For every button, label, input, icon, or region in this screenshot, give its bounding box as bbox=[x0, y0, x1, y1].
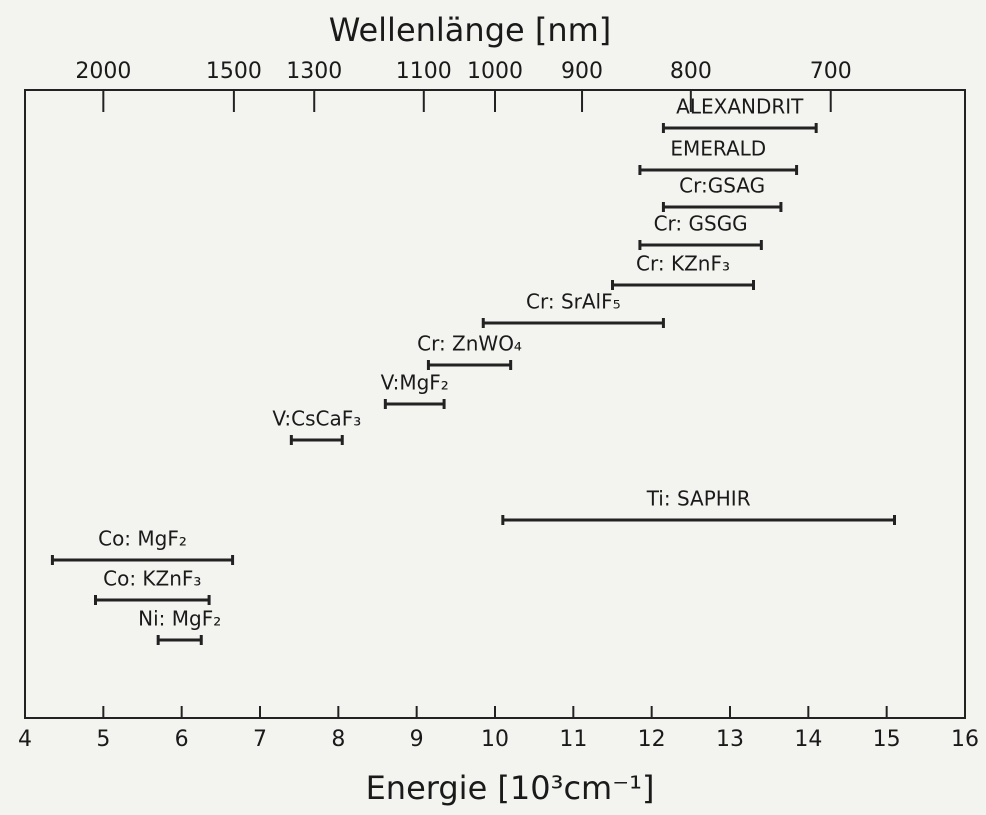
range-bar bbox=[638, 240, 763, 250]
x2-tick-label: 1300 bbox=[286, 59, 342, 84]
x2-tick-label: 1500 bbox=[206, 59, 262, 84]
x2-tick-label: 800 bbox=[670, 59, 712, 84]
range-bar bbox=[289, 435, 344, 445]
bar-label: Ni: MgF₂ bbox=[138, 607, 221, 631]
x2-tick-label: 1100 bbox=[396, 59, 452, 84]
range-bar bbox=[661, 123, 818, 133]
bar-label: V:CsCaF₃ bbox=[272, 407, 361, 431]
bar-label: ALEXANDRIT bbox=[676, 95, 804, 119]
x-tick-label: 16 bbox=[951, 727, 979, 752]
x-tick-label: 7 bbox=[253, 727, 267, 752]
bar-label: Ti: SAPHIR bbox=[646, 487, 751, 511]
bar-label: Co: MgF₂ bbox=[98, 527, 187, 551]
bar-label: Cr: SrAlF₅ bbox=[526, 290, 621, 314]
x-tick-label: 10 bbox=[481, 727, 509, 752]
range-bar bbox=[661, 202, 783, 212]
x2-tick-label: 1000 bbox=[467, 59, 523, 84]
bar-label: Cr:GSAG bbox=[679, 174, 765, 198]
x-tick-label: 5 bbox=[96, 727, 110, 752]
range-bar bbox=[94, 595, 211, 605]
range-bar bbox=[426, 360, 513, 370]
x-tick-label: 8 bbox=[331, 727, 345, 752]
bottom-axis-title: Energie [10³cm⁻¹] bbox=[366, 769, 655, 807]
x2-tick-label: 900 bbox=[561, 59, 603, 84]
x-tick-label: 4 bbox=[18, 727, 32, 752]
range-bar bbox=[638, 165, 799, 175]
range-bar bbox=[50, 555, 235, 565]
x-tick-label: 9 bbox=[410, 727, 424, 752]
range-bar bbox=[383, 399, 446, 409]
range-bar bbox=[501, 515, 896, 525]
x-tick-label: 11 bbox=[559, 727, 587, 752]
x-tick-label: 14 bbox=[794, 727, 822, 752]
x-tick-label: 13 bbox=[716, 727, 744, 752]
range-bar bbox=[481, 318, 665, 328]
bar-label: Cr: KZnF₃ bbox=[636, 252, 730, 276]
range-bar bbox=[156, 635, 203, 645]
x2-tick-label: 700 bbox=[810, 59, 852, 84]
top-axis-title: Wellenlänge [nm] bbox=[329, 11, 612, 49]
bar-label: EMERALD bbox=[670, 137, 766, 161]
bar-label: Cr: GSGG bbox=[654, 212, 748, 236]
bar-label: Cr: ZnWO₄ bbox=[417, 332, 522, 356]
x2-tick-label: 2000 bbox=[75, 59, 131, 84]
bar-label: V:MgF₂ bbox=[381, 371, 449, 395]
x-tick-label: 15 bbox=[873, 727, 901, 752]
bar-label: Co: KZnF₃ bbox=[103, 567, 201, 591]
x-tick-label: 6 bbox=[175, 727, 189, 752]
x-tick-label: 12 bbox=[638, 727, 666, 752]
range-bar bbox=[611, 280, 755, 290]
